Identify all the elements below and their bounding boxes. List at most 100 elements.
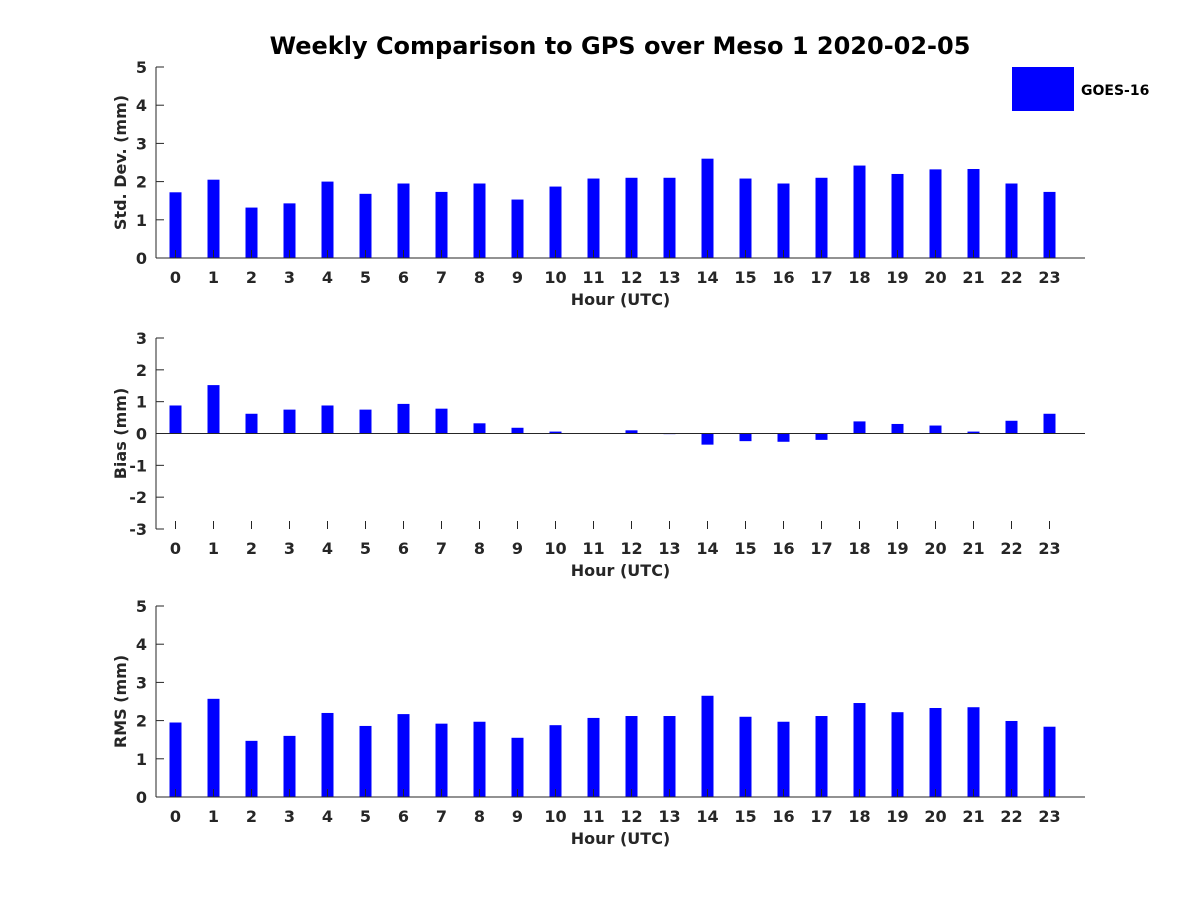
bar-hour-14	[701, 158, 714, 258]
bar-hour-2	[245, 413, 258, 434]
bar-hour-6	[397, 403, 410, 434]
y-tick-label: 3	[136, 134, 147, 153]
bar-hour-4	[321, 181, 334, 258]
x-tick-label: 0	[170, 807, 181, 826]
x-tick-label: 17	[810, 807, 832, 826]
x-tick-label: 1	[208, 539, 219, 558]
y-tick-label: 5	[136, 58, 147, 77]
x-tick-label: 3	[284, 807, 295, 826]
x-tick-label: 19	[886, 807, 908, 826]
bar-hour-15	[739, 716, 752, 797]
bar-hour-19	[891, 423, 904, 434]
x-tick-label: 11	[582, 539, 604, 558]
x-axis-label: Hour (UTC)	[571, 829, 671, 848]
bar-hour-17	[815, 433, 828, 440]
x-tick-label: 2	[246, 268, 257, 287]
x-axis-label: Hour (UTC)	[571, 290, 671, 309]
bar-hour-8	[473, 423, 486, 434]
bar-hour-18	[853, 703, 866, 797]
bar-hour-3	[283, 735, 296, 797]
x-axis-label: Hour (UTC)	[571, 561, 671, 580]
y-tick-label: 1	[136, 393, 147, 412]
bar-hour-7	[435, 191, 448, 258]
bar-hour-5	[359, 725, 372, 797]
bar-hour-1	[207, 179, 220, 258]
y-tick-label: 3	[136, 329, 147, 348]
x-tick-label: 15	[734, 268, 756, 287]
x-tick-label: 6	[398, 268, 409, 287]
x-tick-label: 8	[474, 268, 485, 287]
bar-hour-20	[929, 707, 942, 797]
x-tick-label: 19	[886, 268, 908, 287]
x-tick-label: 7	[436, 268, 447, 287]
x-tick-label: 21	[962, 268, 984, 287]
x-tick-label: 0	[170, 539, 181, 558]
x-tick-label: 14	[696, 268, 718, 287]
bar-hour-23	[1043, 191, 1056, 258]
x-tick-label: 2	[246, 807, 257, 826]
bar-hour-10	[549, 186, 562, 258]
bar-hour-13	[663, 177, 676, 258]
bar-hour-9	[511, 199, 524, 258]
x-tick-label: 21	[962, 807, 984, 826]
y-tick-label: 4	[136, 96, 147, 115]
x-tick-label: 5	[360, 807, 371, 826]
bar-hour-21	[967, 168, 980, 258]
x-tick-label: 14	[696, 807, 718, 826]
bar-hour-6	[397, 183, 410, 258]
bar-hour-20	[929, 169, 942, 258]
bar-hour-18	[853, 421, 866, 434]
x-tick-label: 19	[886, 539, 908, 558]
bar-hour-1	[207, 698, 220, 797]
x-tick-label: 16	[772, 807, 794, 826]
x-tick-label: 9	[512, 539, 523, 558]
bar-hour-2	[245, 207, 258, 258]
bar-hour-23	[1043, 413, 1056, 434]
bar-hour-19	[891, 173, 904, 258]
bar-hour-6	[397, 714, 410, 797]
bar-hour-23	[1043, 726, 1056, 797]
x-tick-label: 8	[474, 807, 485, 826]
bar-hour-7	[435, 723, 448, 797]
bar-hour-16	[777, 183, 790, 258]
bar-hour-3	[283, 203, 296, 258]
figure-title: Weekly Comparison to GPS over Meso 1 202…	[270, 32, 971, 60]
bar-hour-22	[1005, 183, 1018, 258]
x-tick-label: 4	[322, 539, 333, 558]
y-tick-label: 2	[136, 361, 147, 380]
bar-hour-14	[701, 433, 714, 445]
bar-hour-10	[549, 431, 562, 434]
x-tick-label: 1	[208, 268, 219, 287]
bar-hour-15	[739, 178, 752, 258]
x-tick-label: 7	[436, 539, 447, 558]
bar-hour-9	[511, 737, 524, 797]
x-tick-label: 20	[924, 539, 946, 558]
x-tick-label: 8	[474, 539, 485, 558]
x-tick-label: 13	[658, 807, 680, 826]
legend-label: GOES-16	[1081, 83, 1149, 99]
x-tick-label: 4	[322, 807, 333, 826]
x-tick-label: 1	[208, 807, 219, 826]
y-tick-label: 3	[136, 673, 147, 692]
y-tick-label: -1	[129, 456, 147, 475]
x-tick-label: 23	[1038, 539, 1060, 558]
x-tick-label: 17	[810, 539, 832, 558]
y-tick-label: 2	[136, 712, 147, 731]
x-tick-label: 3	[284, 268, 295, 287]
x-tick-label: 12	[620, 807, 642, 826]
x-tick-label: 9	[512, 807, 523, 826]
x-tick-label: 11	[582, 268, 604, 287]
x-tick-label: 5	[360, 268, 371, 287]
x-tick-label: 11	[582, 807, 604, 826]
x-tick-label: 22	[1000, 268, 1022, 287]
x-tick-label: 3	[284, 539, 295, 558]
bar-hour-14	[701, 695, 714, 797]
bar-hour-8	[473, 721, 486, 797]
bar-hour-12	[625, 716, 638, 797]
x-tick-label: 10	[544, 807, 566, 826]
y-tick-label: 1	[136, 750, 147, 769]
x-tick-label: 10	[544, 268, 566, 287]
y-tick-label: 4	[136, 635, 147, 654]
bar-hour-4	[321, 712, 334, 797]
